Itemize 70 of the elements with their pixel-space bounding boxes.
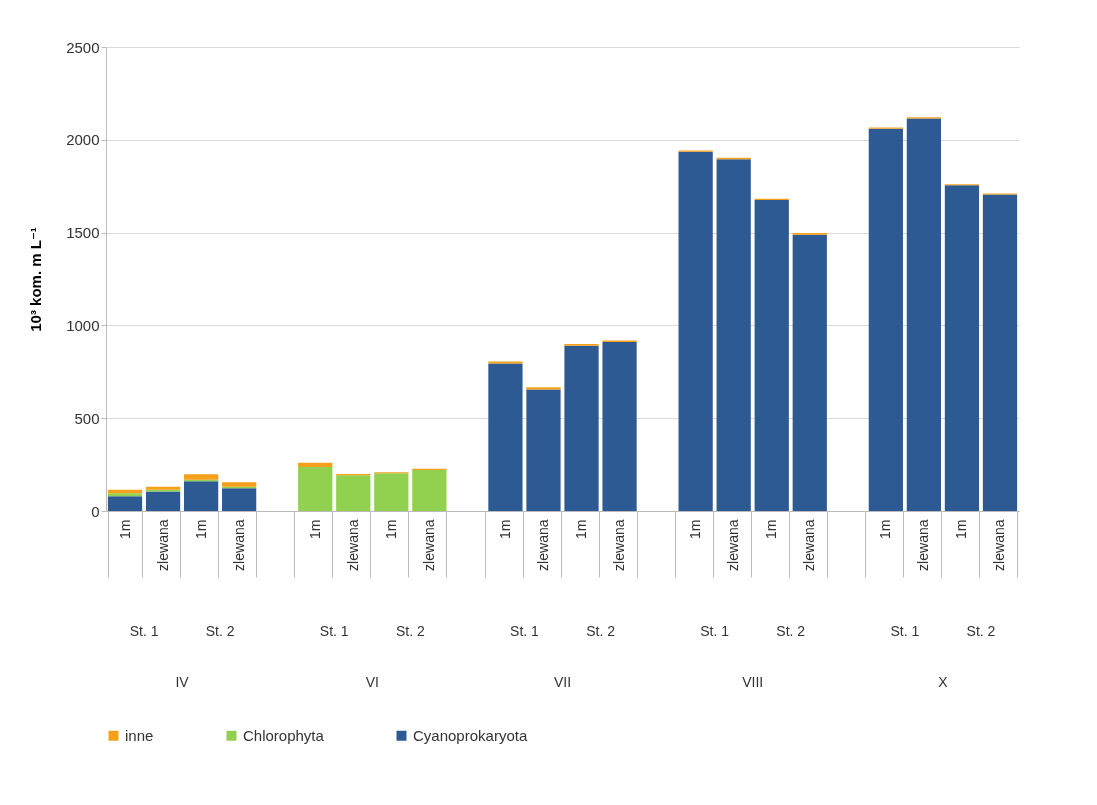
x-tick-label: 1m <box>496 519 513 539</box>
text: St. 2 <box>966 623 996 639</box>
x-tick-label: zlewana <box>534 519 551 571</box>
legend-label: Chlorophyta <box>243 726 325 744</box>
x-tick-label: 1m <box>763 519 780 539</box>
bar <box>602 342 637 511</box>
legend-label: Cyanoprokaryota <box>413 726 528 744</box>
bar <box>564 345 599 511</box>
bar <box>944 185 980 511</box>
bar <box>222 482 257 487</box>
x-tick-label: zlewana <box>915 519 932 571</box>
y-axis-title: 10³ kom. m L⁻¹ <box>27 227 45 332</box>
x-tick-label: 1m <box>877 519 894 539</box>
bar <box>982 194 1018 511</box>
bar <box>222 488 257 511</box>
bar <box>754 200 789 511</box>
bar <box>792 234 827 511</box>
x-tick-label: zlewana <box>991 519 1008 571</box>
bar <box>336 475 371 511</box>
x-tick-label: 1m <box>192 519 209 539</box>
bar <box>678 151 713 511</box>
x-tick-label: zlewana <box>611 519 628 571</box>
x-tick-label: 1m <box>382 519 399 539</box>
text: VII <box>553 674 572 690</box>
text: VIII <box>742 674 764 690</box>
text: St. 2 <box>205 623 235 639</box>
text: St. 1 <box>510 623 540 639</box>
text: VI <box>365 674 379 690</box>
bar <box>412 469 447 511</box>
y-tick-label: 1500 <box>66 224 100 242</box>
bar <box>868 128 903 511</box>
bar <box>298 462 333 468</box>
x-tick-label: zlewana <box>420 519 437 571</box>
text: St. 2 <box>586 623 616 639</box>
text: St. 2 <box>395 623 425 639</box>
x-tick-label: zlewana <box>344 519 361 571</box>
text: X <box>938 674 949 690</box>
text: St. 1 <box>700 623 730 639</box>
bar <box>298 467 333 511</box>
x-tick-label: zlewana <box>154 519 171 571</box>
bar <box>374 473 409 511</box>
x-tick-label: 1m <box>306 519 323 539</box>
bar <box>107 496 143 511</box>
bar <box>183 481 219 511</box>
x-tick-label: zlewana <box>230 519 247 571</box>
y-tick-label: 1000 <box>66 316 100 334</box>
text: St. 1 <box>890 623 920 639</box>
x-tick-label: zlewana <box>725 519 742 571</box>
text: St. 1 <box>319 623 349 639</box>
bar <box>906 118 942 511</box>
y-tick-label: 500 <box>74 409 100 427</box>
x-tick-label: 1m <box>953 519 970 539</box>
bar <box>183 474 219 480</box>
x-tick-label: 1m <box>687 519 704 539</box>
y-tick-label: 0 <box>91 502 100 520</box>
bar <box>526 387 561 390</box>
text: St. 1 <box>129 623 159 639</box>
bar <box>145 491 181 511</box>
y-tick-label: 2000 <box>66 131 100 149</box>
x-tick-label: 1m <box>116 519 133 539</box>
legend-label: inne <box>125 726 154 744</box>
bar <box>716 159 751 511</box>
bar <box>526 389 561 511</box>
bar <box>488 363 523 511</box>
x-tick-label: zlewana <box>801 519 818 571</box>
x-tick-label: 1m <box>573 519 590 539</box>
text: St. 2 <box>776 623 806 639</box>
text: IV <box>175 674 190 690</box>
bar <box>107 493 143 497</box>
y-tick-label: 2500 <box>66 38 100 56</box>
